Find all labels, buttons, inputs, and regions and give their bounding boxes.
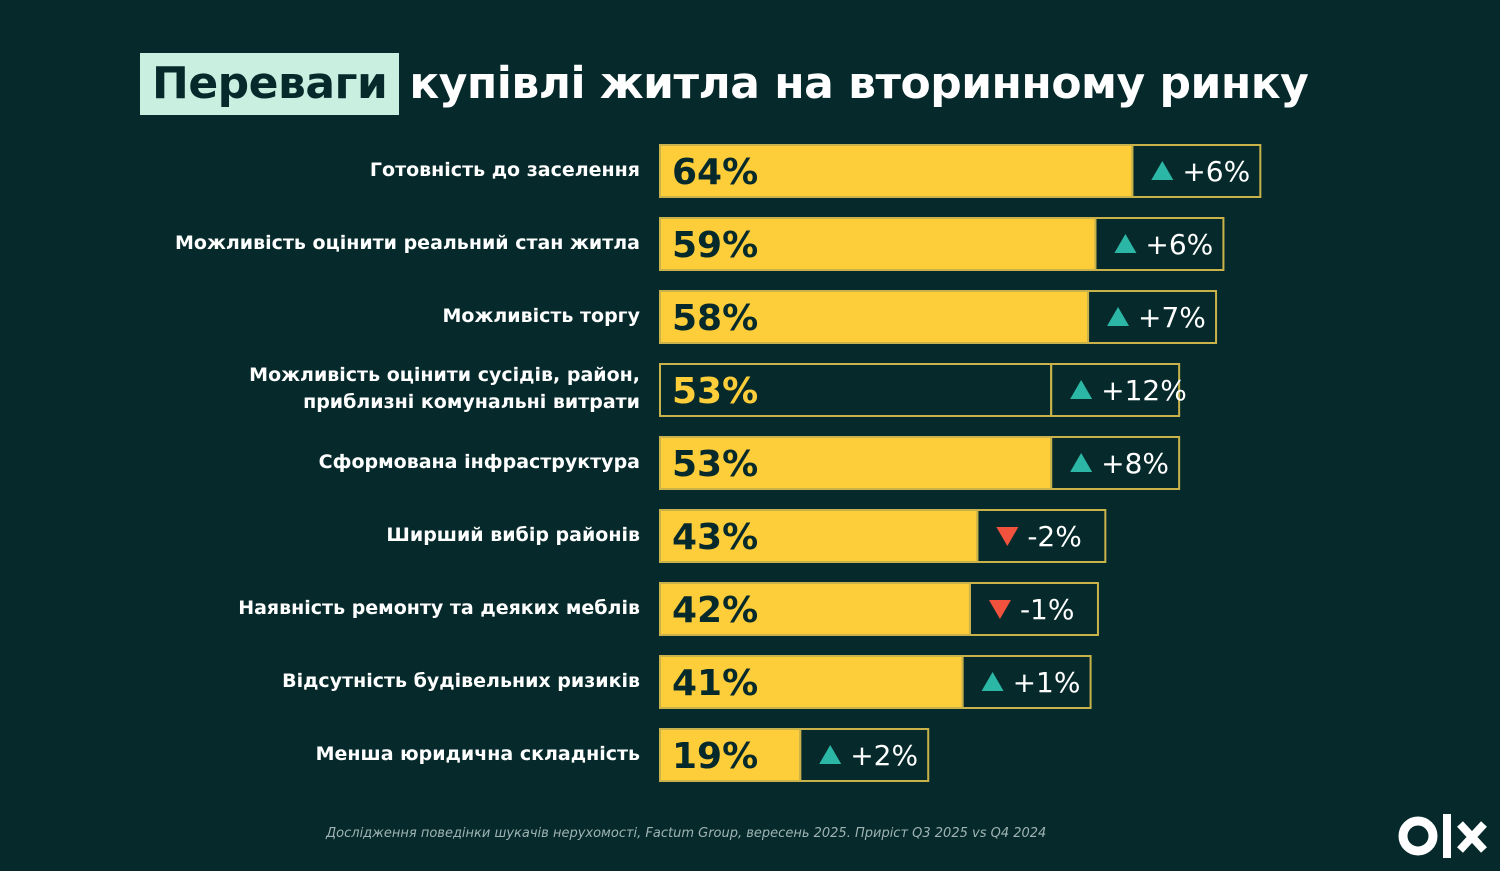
bar-row: 41% +1% bbox=[659, 655, 1092, 709]
trend-up-icon bbox=[1070, 453, 1093, 472]
change-box bbox=[1131, 144, 1262, 198]
change-label: +1% bbox=[1013, 666, 1081, 699]
change-box bbox=[976, 509, 1107, 563]
trend-up-icon bbox=[819, 745, 842, 764]
trend-up-icon bbox=[1114, 234, 1137, 253]
change-label: -1% bbox=[1020, 593, 1075, 626]
bar bbox=[659, 290, 1090, 344]
value-label: 19% bbox=[672, 736, 758, 777]
value-label: 42% bbox=[672, 590, 758, 631]
olx-logo bbox=[1398, 810, 1494, 866]
value-label: 58% bbox=[672, 298, 758, 339]
value-label: 41% bbox=[672, 663, 758, 704]
category-label: Можливість оцінити реальний стан житла bbox=[175, 230, 640, 257]
category-label-line: Менша юридична складність bbox=[315, 742, 640, 765]
category-label-line: приблизні комунальні витрати bbox=[303, 391, 640, 413]
change-label: +12% bbox=[1101, 374, 1187, 407]
value-label: 59% bbox=[672, 225, 758, 266]
change-label: +7% bbox=[1138, 301, 1206, 334]
trend-down-icon bbox=[988, 600, 1011, 619]
category-label-line: Сформована інфраструктура bbox=[318, 450, 640, 473]
category-label: Ширший вибір районів bbox=[386, 522, 640, 549]
change-label: +8% bbox=[1101, 447, 1169, 480]
change-label: +6% bbox=[1145, 228, 1213, 261]
category-label-line: Можливість оцінити сусідів, район, bbox=[249, 364, 640, 386]
bar-row: 53% +12% bbox=[659, 363, 1187, 417]
title-rest: купівлі житла на вторинному ринку bbox=[409, 58, 1309, 109]
change-box bbox=[799, 728, 930, 782]
category-label-line: Відсутність будівельних ризиків bbox=[282, 669, 640, 692]
bar-row: 64% +6% bbox=[659, 144, 1262, 198]
bar bbox=[659, 144, 1134, 198]
bar-row: 59% +6% bbox=[659, 217, 1225, 271]
category-label-line: Можливість оцінити реальний стан житла bbox=[175, 231, 640, 254]
trend-down-icon bbox=[996, 527, 1019, 546]
bar-row: 19% +2% bbox=[659, 728, 930, 782]
change-label: +2% bbox=[850, 739, 918, 772]
bar bbox=[659, 436, 1053, 490]
trend-up-icon bbox=[1070, 380, 1093, 399]
category-label-line: Можливість торгу bbox=[442, 304, 640, 327]
category-label: Можливість торгу bbox=[442, 303, 640, 330]
bar bbox=[659, 509, 979, 563]
category-label-line: Наявність ремонту та деяких меблів bbox=[238, 596, 640, 619]
title-highlight: Переваги bbox=[140, 53, 400, 115]
category-label: Відсутність будівельних ризиків bbox=[282, 668, 640, 695]
bar bbox=[659, 655, 964, 709]
change-box bbox=[1087, 290, 1218, 344]
category-label: Сформована інфраструктура bbox=[319, 449, 640, 476]
bar bbox=[659, 728, 802, 782]
category-label: Наявність ремонту та деяких меблів bbox=[238, 595, 640, 622]
trend-up-icon bbox=[1107, 307, 1130, 326]
value-label: 43% bbox=[672, 517, 758, 558]
value-label: 64% bbox=[672, 152, 758, 193]
trend-up-icon bbox=[1151, 161, 1174, 180]
footnote: Дослідження поведінки шукачів нерухомост… bbox=[326, 826, 1047, 841]
chart-title: Переваги купівлі житла на вторинному рин… bbox=[140, 53, 1309, 115]
category-label-line: Готовність до заселення bbox=[369, 158, 640, 181]
value-label: 53% bbox=[672, 444, 758, 485]
change-box bbox=[1094, 217, 1225, 271]
bar-row: 53% +8% bbox=[659, 436, 1181, 490]
change-label: -2% bbox=[1027, 520, 1082, 553]
category-label-line: Ширший вибір районів bbox=[386, 523, 640, 546]
bar-row: 42% -1% bbox=[659, 582, 1099, 636]
trend-up-icon bbox=[981, 672, 1004, 691]
category-label: Можливість оцінити сусідів, район, прибли… bbox=[249, 362, 640, 416]
change-box bbox=[961, 655, 1092, 709]
change-box bbox=[968, 582, 1099, 636]
change-box bbox=[1050, 363, 1181, 417]
bar-row: 43% -2% bbox=[659, 509, 1107, 563]
value-label: 53% bbox=[672, 371, 758, 412]
change-box bbox=[1050, 436, 1181, 490]
bar-row: 58% +7% bbox=[659, 290, 1218, 344]
change-label: +6% bbox=[1182, 155, 1250, 188]
category-label: Готовність до заселення bbox=[370, 157, 640, 184]
category-label: Менша юридична складність bbox=[316, 741, 640, 768]
